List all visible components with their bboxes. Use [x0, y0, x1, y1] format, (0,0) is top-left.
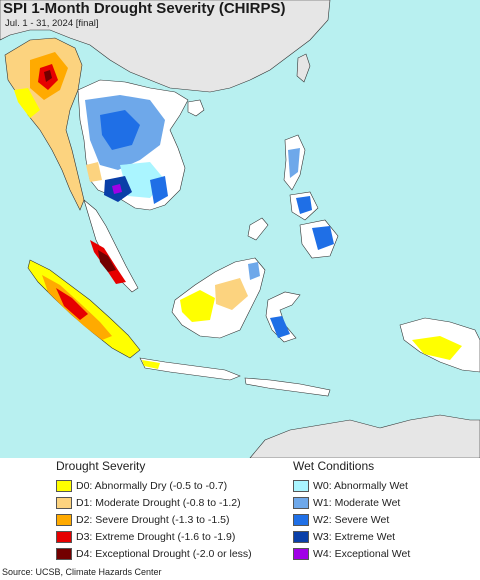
legend-label-w4: W4: Exceptional Wet [313, 547, 411, 560]
legend-item-w1: W1: Moderate Wet [293, 495, 400, 510]
legend-label-w2: W2: Severe Wet [313, 513, 390, 526]
legend-swatch-d4 [56, 547, 72, 560]
legend-item-w0: W0: Abnormally Wet [293, 478, 408, 493]
legend-swatch-d2 [56, 513, 72, 526]
wet-legend-title: Wet Conditions [293, 459, 375, 473]
legend-item-w2: W2: Severe Wet [293, 512, 389, 527]
legend-swatch-d1 [56, 496, 72, 509]
map-subtitle: Jul. 1 - 31, 2024 [final] [5, 18, 99, 29]
drought-legend-title: Drought Severity [56, 459, 146, 473]
legend-item-d2: D2: Severe Drought (-1.3 to -1.5) [56, 512, 230, 527]
legend-item-w3: W3: Extreme Wet [293, 529, 395, 544]
legend-label-w1: W1: Moderate Wet [313, 496, 401, 509]
indochina-w2 [100, 110, 140, 150]
legend-label-w3: W3: Extreme Wet [313, 530, 396, 543]
malaysia-d4 [98, 250, 116, 272]
myanmar-d4 [44, 70, 52, 82]
legend-label-d1: D1: Moderate Drought (-0.8 to -1.2) [76, 496, 241, 509]
legend-swatch-w4 [293, 547, 309, 560]
borneo-w1 [248, 262, 260, 280]
legend-label-d0: D0: Abnormally Dry (-0.5 to -0.7) [76, 479, 228, 492]
legend-label-d2: D2: Severe Drought (-1.3 to -1.5) [76, 513, 230, 526]
legend-swatch-w3 [293, 530, 309, 543]
australia [249, 414, 480, 458]
new-guinea-d0 [412, 336, 462, 360]
luzon-w1 [288, 148, 300, 178]
mindanao-w2 [312, 226, 334, 250]
map-area: SPI 1-Month Drought Severity (CHIRPS) Ju… [0, 0, 480, 458]
legend-label-w0: W0: Abnormally Wet [313, 479, 408, 492]
legend-swatch-d3 [56, 530, 72, 543]
map-title: SPI 1-Month Drought Severity (CHIRPS) [3, 0, 286, 17]
legend-item-d0: D0: Abnormally Dry (-0.5 to -0.7) [56, 478, 227, 493]
java-d0 [142, 360, 160, 369]
legend-swatch-d0 [56, 479, 72, 492]
lesser-sunda [244, 377, 331, 397]
legend-swatch-w2 [293, 513, 309, 526]
china-landmass [0, 0, 331, 93]
myanmar-d0 [14, 88, 40, 118]
thailand-d1 [86, 162, 102, 182]
borneo-d0 [180, 290, 215, 322]
source-credit: Source: UCSB, Climate Hazards Center [2, 567, 162, 577]
legend-panel: Drought Severity Wet Conditions D0: Abno… [0, 458, 480, 566]
vietnam-south-w2 [150, 176, 168, 204]
visayas-w2 [296, 196, 312, 214]
legend-label-d3: D3: Extreme Drought (-1.6 to -1.9) [76, 530, 236, 543]
java [139, 357, 241, 381]
legend-swatch-w0 [293, 479, 309, 492]
palawan [247, 217, 269, 241]
cambodia-w4 [112, 184, 122, 194]
malay-peninsula [83, 199, 139, 293]
legend-item-d1: D1: Moderate Drought (-0.8 to -1.2) [56, 495, 241, 510]
legend-item-d4: D4: Exceptional Drought (-2.0 or less) [56, 546, 252, 561]
hainan [187, 99, 205, 117]
sumatra-d3 [56, 288, 88, 320]
legend-item-w4: W4: Exceptional Wet [293, 546, 410, 561]
sulawesi-w2 [270, 316, 290, 338]
taiwan [296, 53, 311, 83]
legend-label-d4: D4: Exceptional Drought (-2.0 or less) [76, 547, 252, 560]
legend-swatch-w1 [293, 496, 309, 509]
borneo-d1 [215, 278, 248, 310]
drought-map [0, 0, 480, 458]
legend-item-d3: D3: Extreme Drought (-1.6 to -1.9) [56, 529, 235, 544]
